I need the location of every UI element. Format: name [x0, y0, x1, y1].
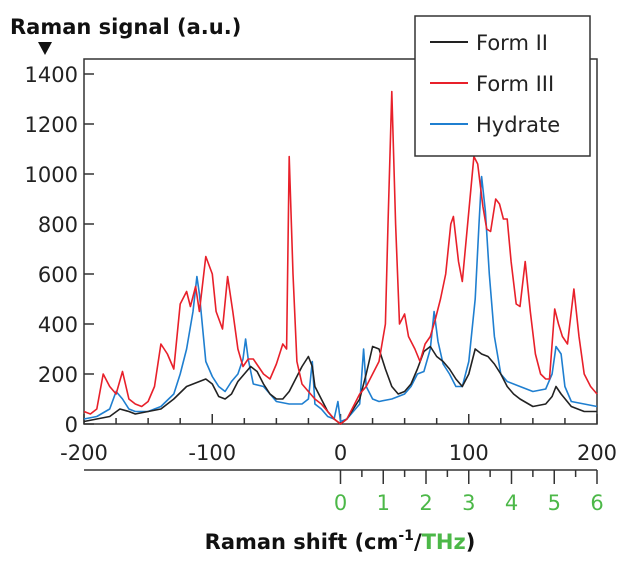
y-tick-label: 200 [38, 363, 78, 387]
x-ticks: -200 -100 0 100 200 [60, 414, 617, 465]
y-tick-label: 1000 [25, 163, 78, 187]
x-tick-label: 100 [449, 441, 489, 465]
x-tick-label: -200 [60, 441, 108, 465]
thz-tick-label: 4 [505, 491, 518, 515]
y-tick-label: 0 [65, 413, 78, 437]
series-line-hydrate [83, 175, 598, 423]
x-tick-label: 0 [334, 441, 347, 465]
thz-tick-label: 6 [590, 491, 603, 515]
thz-tick-label: 0 [334, 491, 347, 515]
thz-ticks: 0 1 2 3 4 5 6 [334, 470, 604, 515]
y-axis-arrow-icon [38, 42, 52, 55]
legend-label: Form II [476, 31, 548, 55]
series-line-form-ii [83, 345, 597, 425]
x-tick-label: 200 [577, 441, 617, 465]
legend-box [414, 15, 591, 157]
y-ticks: 0 200 400 600 800 1000 1200 1400 [25, 63, 94, 437]
y-axis-title: Raman signal (a.u.) [10, 15, 241, 39]
x-tick-label: -100 [188, 441, 236, 465]
legend: Form II Form III Hydrate [414, 15, 591, 157]
x-axis-title: Raman shift (cm-1/THz) [205, 528, 476, 554]
legend-label: Hydrate [476, 113, 560, 137]
series-line-form-iii [83, 90, 598, 425]
y-tick-label: 1400 [25, 63, 78, 87]
series-lines [83, 90, 598, 425]
thz-tick-label: 2 [419, 491, 432, 515]
thz-tick-label: 5 [548, 491, 561, 515]
y-tick-label: 400 [38, 313, 78, 337]
thz-tick-label: 1 [377, 491, 390, 515]
thz-tick-label: 3 [462, 491, 475, 515]
y-tick-label: 800 [38, 213, 78, 237]
legend-label: Form III [476, 72, 554, 96]
y-tick-label: 1200 [25, 113, 78, 137]
y-tick-label: 600 [38, 263, 78, 287]
